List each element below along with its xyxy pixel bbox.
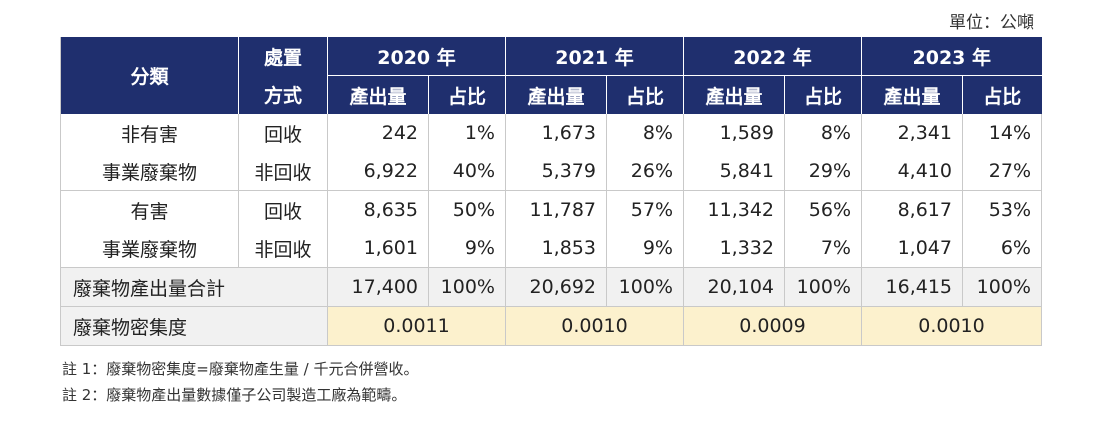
value-cell: 1,332 [683,229,785,268]
method-cell: 非回收 [238,229,328,268]
footnote: 註 2：廢棄物產出量數據僅子公司製造工廠為範疇。 [62,386,407,404]
value-cell: 7% [784,229,862,268]
value-cell: 1,601 [327,229,429,268]
value-cell: 1,673 [505,114,607,152]
value-cell: 2,341 [861,114,963,152]
total-label: 廢棄物產出量合計 [60,267,328,307]
method-cell: 回收 [238,190,328,229]
value-cell: 40% [428,152,506,191]
value-cell: 14% [962,114,1042,152]
value-cell: 11,342 [683,190,785,229]
value-cell: 100% [784,267,862,307]
value-cell: 16,415 [861,267,963,307]
waste-table: 分類 處置 2020 年 2021 年 2022 年 2023 年 方式 產出量… [60,37,1042,346]
header-ratio: 占比 [962,75,1042,114]
header-category: 分類 [60,37,239,114]
header-amount: 產出量 [327,75,429,114]
density-value: 0.0009 [683,306,862,346]
table-row: 事業廢棄物 非回收 1,601 9% 1,853 9% 1,332 7% 1,0… [60,229,1042,268]
density-row: 廢棄物密集度 0.0011 0.0010 0.0009 0.0010 [60,306,1042,346]
table-row: 非有害 回收 242 1% 1,673 8% 1,589 8% 2,341 14… [60,114,1042,152]
value-cell: 5,841 [683,152,785,191]
value-cell: 1,589 [683,114,785,152]
value-cell: 17,400 [327,267,429,307]
value-cell: 5,379 [505,152,607,191]
density-value: 0.0010 [861,306,1042,346]
value-cell: 20,692 [505,267,607,307]
value-cell: 9% [428,229,506,268]
header-ratio: 占比 [606,75,684,114]
header-amount: 產出量 [861,75,963,114]
value-cell: 1,853 [505,229,607,268]
header-method-line1: 處置 [238,37,328,76]
category-cell: 事業廢棄物 [60,229,239,268]
unit-label: 單位：公噸 [949,13,1034,33]
method-cell: 非回收 [238,152,328,191]
method-cell: 回收 [238,114,328,152]
value-cell: 100% [606,267,684,307]
header-year-2020: 2020 年 [327,37,506,76]
value-cell: 29% [784,152,862,191]
value-cell: 8,617 [861,190,963,229]
value-cell: 9% [606,229,684,268]
value-cell: 27% [962,152,1042,191]
value-cell: 56% [784,190,862,229]
density-value: 0.0011 [327,306,506,346]
value-cell: 50% [428,190,506,229]
density-label: 廢棄物密集度 [60,306,328,346]
category-cell: 事業廢棄物 [60,152,239,191]
value-cell: 8,635 [327,190,429,229]
table-row: 有害 回收 8,635 50% 11,787 57% 11,342 56% 8,… [60,190,1042,229]
header-method-line2: 方式 [238,75,328,114]
header-ratio: 占比 [428,75,506,114]
value-cell: 8% [784,114,862,152]
footnote: 註 1：廢棄物密集度=廢棄物產生量 / 千元合併營收。 [62,360,419,378]
table-row: 事業廢棄物 非回收 6,922 40% 5,379 26% 5,841 29% … [60,152,1042,191]
density-value: 0.0010 [505,306,684,346]
header-amount: 產出量 [683,75,785,114]
value-cell: 4,410 [861,152,963,191]
value-cell: 6,922 [327,152,429,191]
value-cell: 100% [428,267,506,307]
value-cell: 8% [606,114,684,152]
value-cell: 20,104 [683,267,785,307]
header-ratio: 占比 [784,75,862,114]
value-cell: 100% [962,267,1042,307]
value-cell: 242 [327,114,429,152]
value-cell: 26% [606,152,684,191]
value-cell: 1,047 [861,229,963,268]
header-year-2022: 2022 年 [683,37,862,76]
header-amount: 產出量 [505,75,607,114]
value-cell: 53% [962,190,1042,229]
value-cell: 57% [606,190,684,229]
category-cell: 有害 [60,190,239,229]
total-row: 廢棄物產出量合計 17,400 100% 20,692 100% 20,104 … [60,267,1042,307]
value-cell: 1% [428,114,506,152]
header-year-2023: 2023 年 [861,37,1042,76]
value-cell: 6% [962,229,1042,268]
footnotes: 註 1：廢棄物密集度=廢棄物產生量 / 千元合併營收。 註 2：廢棄物產出量數據… [62,356,418,408]
header-year-2021: 2021 年 [505,37,684,76]
value-cell: 11,787 [505,190,607,229]
category-cell: 非有害 [60,114,239,152]
